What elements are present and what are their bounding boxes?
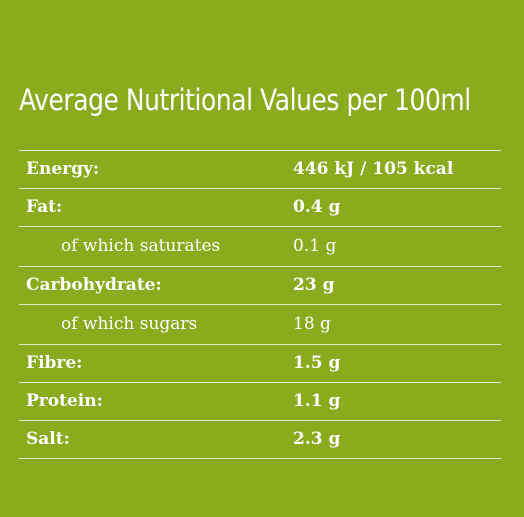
table-row-energy: Energy: 446 kJ / 105 kcal — [19, 151, 501, 189]
row-label: of which saturates — [61, 236, 221, 256]
row-label: Energy: — [26, 159, 100, 179]
row-value: 0.4 g — [293, 197, 341, 217]
row-value: 2.3 g — [293, 429, 341, 449]
row-value: 23 g — [293, 275, 335, 295]
row-label: Fat: — [26, 197, 63, 217]
table-row-salt: Salt: 2.3 g — [19, 421, 501, 459]
table-row-carbohydrate: Carbohydrate: 23 g — [19, 267, 501, 305]
table-row-saturates: of which saturates 0.1 g — [19, 227, 501, 267]
row-label: Salt: — [26, 429, 70, 449]
row-value: 18 g — [293, 314, 331, 334]
row-value: 0.1 g — [293, 236, 337, 256]
table-row-fibre: Fibre: 1.5 g — [19, 345, 501, 383]
table-row-sugars: of which sugars 18 g — [19, 305, 501, 345]
row-value: 446 kJ / 105 kcal — [293, 159, 454, 179]
row-label: Fibre: — [26, 353, 83, 373]
row-label: Protein: — [26, 391, 103, 411]
nutrition-table: Energy: 446 kJ / 105 kcal Fat: 0.4 g of … — [19, 150, 501, 459]
row-value: 1.5 g — [293, 353, 341, 373]
table-row-fat: Fat: 0.4 g — [19, 189, 501, 227]
row-label: of which sugars — [61, 314, 198, 334]
table-row-protein: Protein: 1.1 g — [19, 383, 501, 421]
page-title: Average Nutritional Values per 100ml — [19, 83, 471, 117]
row-label: Carbohydrate: — [26, 275, 162, 295]
row-value: 1.1 g — [293, 391, 341, 411]
